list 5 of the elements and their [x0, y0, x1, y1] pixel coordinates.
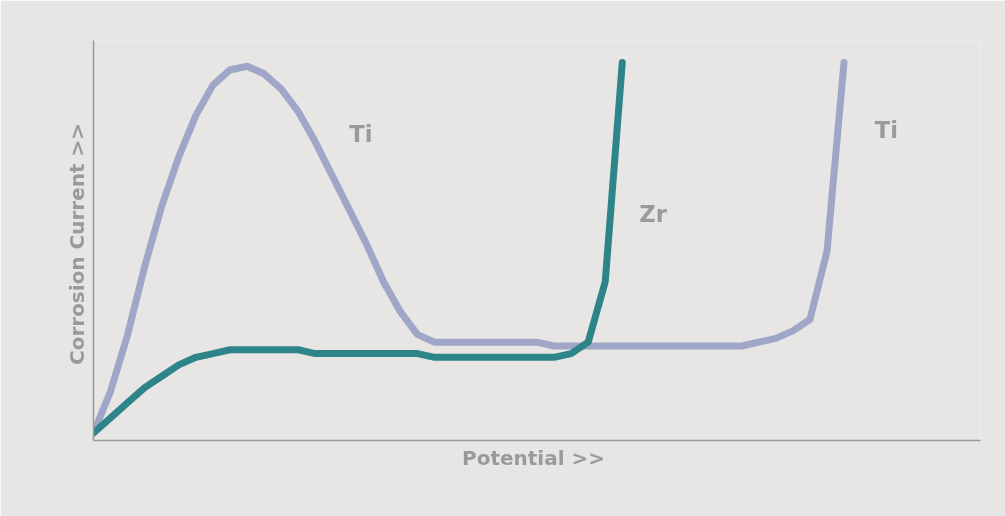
annotation: Ti: [874, 117, 898, 144]
y-axis-title: Corrosion Current >>: [64, 122, 89, 366]
x-axis-title: Potential >>: [462, 445, 606, 470]
series-label: Ti: [349, 121, 373, 148]
series-label: Zr: [639, 200, 668, 227]
